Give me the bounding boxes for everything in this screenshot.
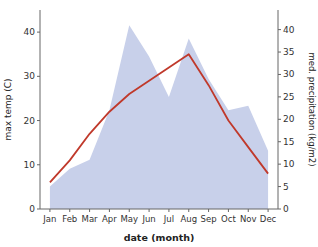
x-tick-label: Apr	[102, 214, 117, 224]
y2-tick	[278, 52, 281, 53]
x-tick-label: Sep	[201, 214, 217, 224]
x-tick	[228, 209, 229, 212]
chart-container: Jan Feb MarAprMayJun Jul Aug Sep Oct NovDec 0 10 2…	[0, 0, 318, 247]
y2-tick-label: 20	[283, 114, 295, 124]
x-tick	[149, 209, 150, 212]
y-tick	[37, 164, 40, 165]
y2-tick	[278, 119, 281, 120]
page: {"chart_data": {"type": "line", "xlabel"…	[0, 0, 318, 247]
x-tick	[248, 209, 249, 212]
y-axis-label: max temp (C)	[3, 78, 13, 140]
x-tick-label: Aug	[180, 214, 197, 224]
y2-tick	[278, 141, 281, 142]
y-tick	[37, 76, 40, 77]
x-tick	[69, 209, 70, 212]
y2-tick-label: 40	[283, 25, 295, 35]
x-tick	[168, 209, 169, 212]
y-tick-label: 30	[24, 71, 36, 81]
x-tick-label: Jun	[141, 214, 155, 224]
x-tick-label: Dec	[260, 214, 277, 224]
y-tick	[37, 209, 40, 210]
y2-tick-label: 30	[283, 69, 295, 79]
x-tick-label: Jan	[42, 214, 56, 224]
y2-tick	[278, 96, 281, 97]
x-tick	[268, 209, 269, 212]
x-tick-label: May	[120, 214, 138, 224]
precipitation-area	[50, 25, 268, 209]
y-tick-label: 0	[29, 204, 35, 214]
y2-axis-label: med. precipitation (kg/m2)	[307, 52, 317, 166]
x-tick	[49, 209, 50, 212]
y-tick-label: 40	[24, 27, 36, 37]
x-tick	[109, 209, 110, 212]
y2-tick-label: 15	[283, 137, 294, 147]
y-tick	[37, 32, 40, 33]
x-axis-line	[40, 209, 278, 210]
y2-tick	[278, 186, 281, 187]
x-tick-label: Oct	[221, 214, 236, 224]
x-tick	[89, 209, 90, 212]
y-tick-label: 10	[24, 160, 36, 170]
y2-tick	[278, 29, 281, 30]
y2-tick-label: 35	[283, 47, 294, 57]
y2-tick	[278, 74, 281, 75]
chart-svg: Jan Feb MarAprMayJun Jul Aug Sep Oct NovDec 0 10 2…	[0, 0, 318, 247]
x-axis-label: date (month)	[124, 232, 195, 243]
y2-axis-line	[278, 10, 279, 209]
plot-area	[50, 25, 268, 209]
temperature-line	[50, 54, 268, 182]
x-tick-label: Nov	[240, 214, 257, 224]
y-axis-line	[40, 10, 41, 209]
axes: Jan Feb MarAprMayJun Jul Aug Sep Oct NovDec 0 10 2…	[24, 10, 295, 224]
y-tick	[37, 120, 40, 121]
y2-tick-label: 5	[283, 182, 289, 192]
x-tick	[129, 209, 130, 212]
x-tick-label: Feb	[62, 214, 77, 224]
y2-tick	[278, 209, 281, 210]
x-tick-label: Mar	[82, 214, 99, 224]
y2-tick-label: 10	[283, 159, 295, 169]
y2-tick-label: 25	[283, 92, 294, 102]
y-tick-label: 20	[24, 116, 36, 126]
x-tick-label: Jul	[163, 214, 174, 224]
y2-tick-label: 0	[283, 204, 289, 214]
x-tick	[188, 209, 189, 212]
x-tick	[208, 209, 209, 212]
y2-tick	[278, 164, 281, 165]
